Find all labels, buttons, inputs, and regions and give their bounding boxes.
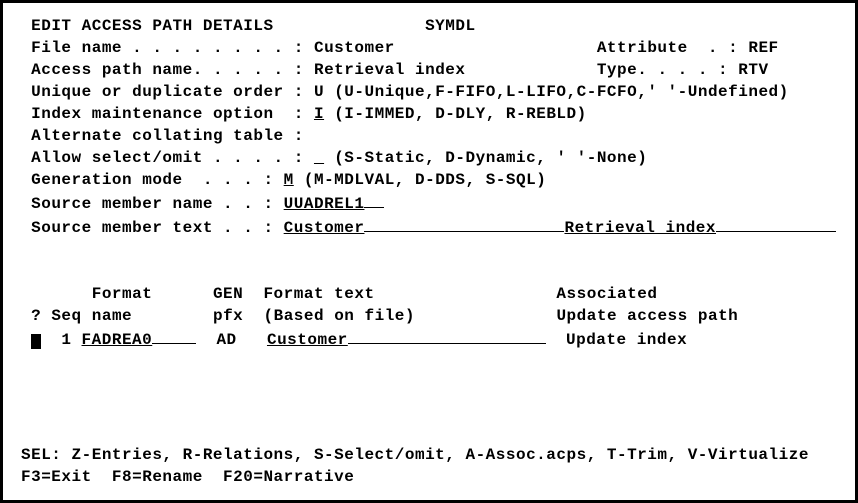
value-file-name: Customer bbox=[314, 39, 395, 57]
hdr-gen-1: GEN bbox=[213, 285, 243, 303]
table-row: 1 FADREA0 AD Customer Update index bbox=[21, 327, 837, 351]
label-select-omit: Allow select/omit . . . . : bbox=[31, 149, 304, 167]
label-access-path: Access path name. . . . . : bbox=[31, 61, 304, 79]
fname-pad bbox=[152, 327, 196, 344]
label-src-name: Source member name . . : bbox=[31, 195, 273, 213]
hdr-gen-2: pfx bbox=[213, 307, 243, 325]
row-unique: Unique or duplicate order : U (U-Unique,… bbox=[21, 81, 837, 103]
value-gen-mode[interactable]: M bbox=[284, 171, 294, 189]
src-text-pad bbox=[716, 215, 836, 232]
hint-select-omit: (S-Static, D-Dynamic, ' '-None) bbox=[334, 149, 647, 167]
row-src-name: Source member name . . : UUADREL1 bbox=[21, 191, 837, 215]
row-src-text: Source member text . . : Customer Retriev… bbox=[21, 215, 837, 239]
terminal-screen: EDIT ACCESS PATH DETAILS SYMDL File name… bbox=[0, 0, 858, 503]
hdr-format-2: name bbox=[92, 307, 132, 325]
value-src-text1[interactable]: Customer bbox=[284, 219, 365, 237]
hdr-sel: ? bbox=[31, 307, 41, 325]
row-gen-mode: Generation mode . . . : M (M-MDLVAL, D-D… bbox=[21, 169, 837, 191]
hint-gen-mode: (M-MDLVAL, D-DDS, S-SQL) bbox=[304, 171, 546, 189]
label-type: Type. . . . : bbox=[597, 61, 728, 79]
label-gen-mode: Generation mode . . . : bbox=[31, 171, 273, 189]
label-unique: Unique or duplicate order : bbox=[31, 83, 304, 101]
cell-seq: 1 bbox=[61, 331, 71, 349]
hdr-format-1: Format bbox=[92, 285, 153, 303]
value-attribute: REF bbox=[748, 39, 778, 57]
table-header-2: ? Seq name pfx (Based on file) Update ac… bbox=[21, 305, 837, 327]
label-src-text: Source member text . . : bbox=[31, 219, 273, 237]
value-type: RTV bbox=[738, 61, 768, 79]
value-unique[interactable]: U bbox=[314, 83, 324, 101]
table-header-1: Format GEN Format text Associated bbox=[21, 283, 837, 305]
value-select-omit[interactable] bbox=[314, 149, 324, 167]
cell-gen-pfx: AD bbox=[216, 331, 236, 349]
blank-2 bbox=[21, 261, 837, 283]
blank-1 bbox=[21, 239, 837, 261]
cursor[interactable] bbox=[31, 334, 41, 349]
hdr-seq: Seq bbox=[51, 307, 81, 325]
value-src-text2[interactable]: Retrieval index bbox=[564, 219, 716, 237]
src-text-gap bbox=[364, 215, 564, 232]
screen-id: SYMDL bbox=[425, 17, 476, 35]
cell-format-text[interactable]: Customer bbox=[267, 331, 348, 349]
value-access-path: Retrieval index bbox=[314, 61, 466, 79]
row-select-omit: Allow select/omit . . . . : (S-Static, D… bbox=[21, 147, 837, 169]
label-alt-collate: Alternate collating table : bbox=[31, 127, 304, 145]
label-index-maint: Index maintenance option : bbox=[31, 105, 304, 123]
row-index-maint: Index maintenance option : I (I-IMMED, D… bbox=[21, 103, 837, 125]
src-name-pad bbox=[364, 191, 384, 208]
screen-title: EDIT ACCESS PATH DETAILS bbox=[31, 17, 273, 35]
row-file-name: File name . . . . . . . . : Customer Att… bbox=[21, 37, 837, 59]
row-alt-collate: Alternate collating table : bbox=[21, 125, 837, 147]
footer: SEL: Z-Entries, R-Relations, S-Select/om… bbox=[21, 444, 837, 488]
value-index-maint[interactable]: I bbox=[314, 105, 324, 123]
row-access-path: Access path name. . . . . : Retrieval in… bbox=[21, 59, 837, 81]
hdr-text-2: (Based on file) bbox=[263, 307, 415, 325]
label-file-name: File name . . . . . . . . : bbox=[31, 39, 304, 57]
fkey-row: F3=Exit F8=Rename F20=Narrative bbox=[21, 466, 837, 488]
sel-help: SEL: Z-Entries, R-Relations, S-Select/om… bbox=[21, 444, 837, 466]
hdr-text-1: Format text bbox=[263, 285, 374, 303]
cell-assoc: Update index bbox=[566, 331, 687, 349]
title-row: EDIT ACCESS PATH DETAILS SYMDL bbox=[21, 15, 837, 37]
hdr-assoc-2: Update access path bbox=[556, 307, 738, 325]
hint-index-maint: (I-IMMED, D-DLY, R-REBLD) bbox=[334, 105, 587, 123]
hdr-assoc-1: Associated bbox=[556, 285, 657, 303]
ftext-pad bbox=[348, 327, 546, 344]
label-attribute: Attribute . : bbox=[597, 39, 738, 57]
cell-format-name[interactable]: FADREA0 bbox=[82, 331, 153, 349]
value-src-name[interactable]: UUADREL1 bbox=[284, 195, 365, 213]
hint-unique: (U-Unique,F-FIFO,L-LIFO,C-FCFO,' '-Undef… bbox=[334, 83, 789, 101]
